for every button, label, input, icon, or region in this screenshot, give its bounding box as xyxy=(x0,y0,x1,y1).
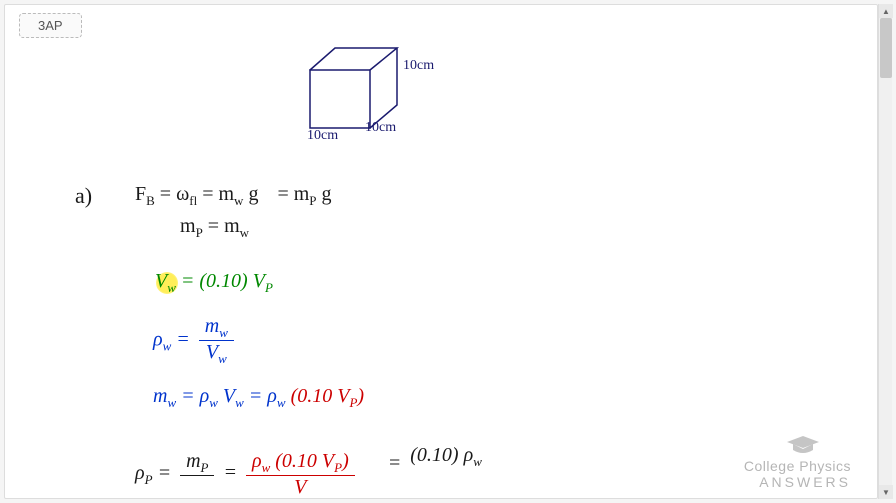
scroll-up-arrow[interactable]: ▲ xyxy=(879,4,893,18)
logo-line1: College Physics xyxy=(744,458,851,474)
problem-tag[interactable]: 3AP xyxy=(19,13,82,38)
graduation-cap-icon xyxy=(785,434,821,456)
eq-line5: mw = ρw Vw = ρw (0.10 VP) xyxy=(153,385,364,411)
eq-line2: mP = mw xyxy=(180,215,249,241)
cube-dim-bottom: 10cm xyxy=(307,128,338,144)
cube-diagram: 10cm 10cm 10cm xyxy=(295,40,455,140)
logo-line2: ANSWERS xyxy=(744,474,851,490)
tag-label: 3AP xyxy=(38,18,63,33)
eq-line1: FB = ωfl = mw g = mP g xyxy=(135,183,332,209)
brand-logo: College Physics ANSWERS xyxy=(744,458,851,490)
whiteboard-area: 3AP 10cm 10cm 10cm a) FB = ωfl = mw g = … xyxy=(4,4,878,499)
scroll-thumb[interactable] xyxy=(880,18,892,78)
cube-dim-depth: 10cm xyxy=(365,120,396,136)
eq-line3: Vw = (0.10) VP xyxy=(155,270,273,296)
cube-dim-right: 10cm xyxy=(403,58,434,74)
scroll-down-arrow[interactable]: ▼ xyxy=(879,485,893,499)
part-a-label: a) xyxy=(75,183,92,209)
eq-line6: ρP = mP = ρw (0.10 VP) V = (0.10) ρw xyxy=(135,450,482,498)
vertical-scrollbar[interactable]: ▲ ▼ xyxy=(878,4,892,499)
eq-line4: ρw = mw Vw xyxy=(153,315,238,367)
